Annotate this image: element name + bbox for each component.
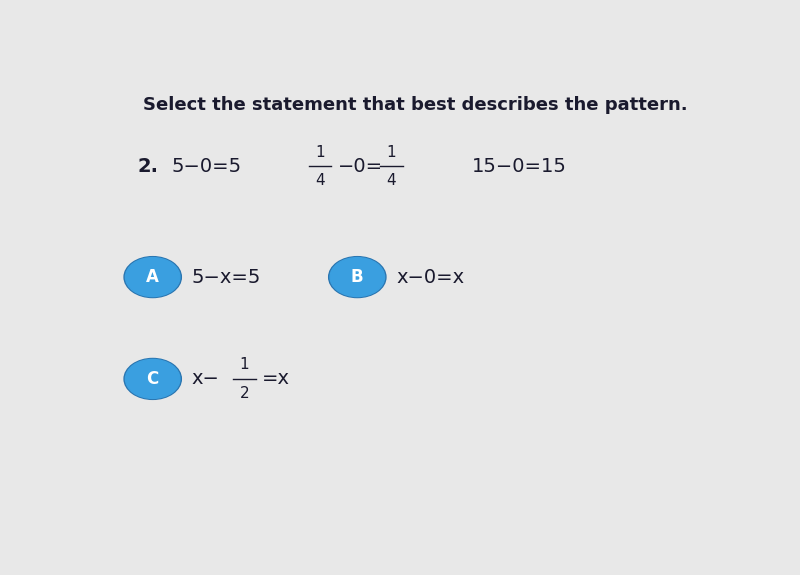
Text: 15−0=15: 15−0=15 <box>472 157 567 176</box>
Text: 2.: 2. <box>138 157 158 176</box>
Circle shape <box>124 256 182 297</box>
Circle shape <box>124 358 182 400</box>
Text: 5−x=5: 5−x=5 <box>192 267 261 286</box>
Text: C: C <box>146 370 159 388</box>
Text: Select the statement that best describes the pattern.: Select the statement that best describes… <box>143 95 688 114</box>
Circle shape <box>126 359 180 398</box>
Text: A: A <box>146 268 159 286</box>
Text: 5−0=5: 5−0=5 <box>171 157 242 176</box>
Text: =x: =x <box>262 369 290 389</box>
Circle shape <box>330 258 385 297</box>
Text: B: B <box>351 268 364 286</box>
Text: 4: 4 <box>386 173 396 188</box>
Circle shape <box>329 256 386 297</box>
Text: x−0=x: x−0=x <box>396 267 465 286</box>
Circle shape <box>126 258 180 297</box>
Text: −0=: −0= <box>338 157 382 176</box>
Text: 1: 1 <box>386 145 396 160</box>
Text: 1: 1 <box>315 145 325 160</box>
Text: 4: 4 <box>315 173 325 188</box>
Text: x−: x− <box>192 369 220 389</box>
Text: 1: 1 <box>240 357 250 372</box>
Text: 2: 2 <box>240 386 250 401</box>
